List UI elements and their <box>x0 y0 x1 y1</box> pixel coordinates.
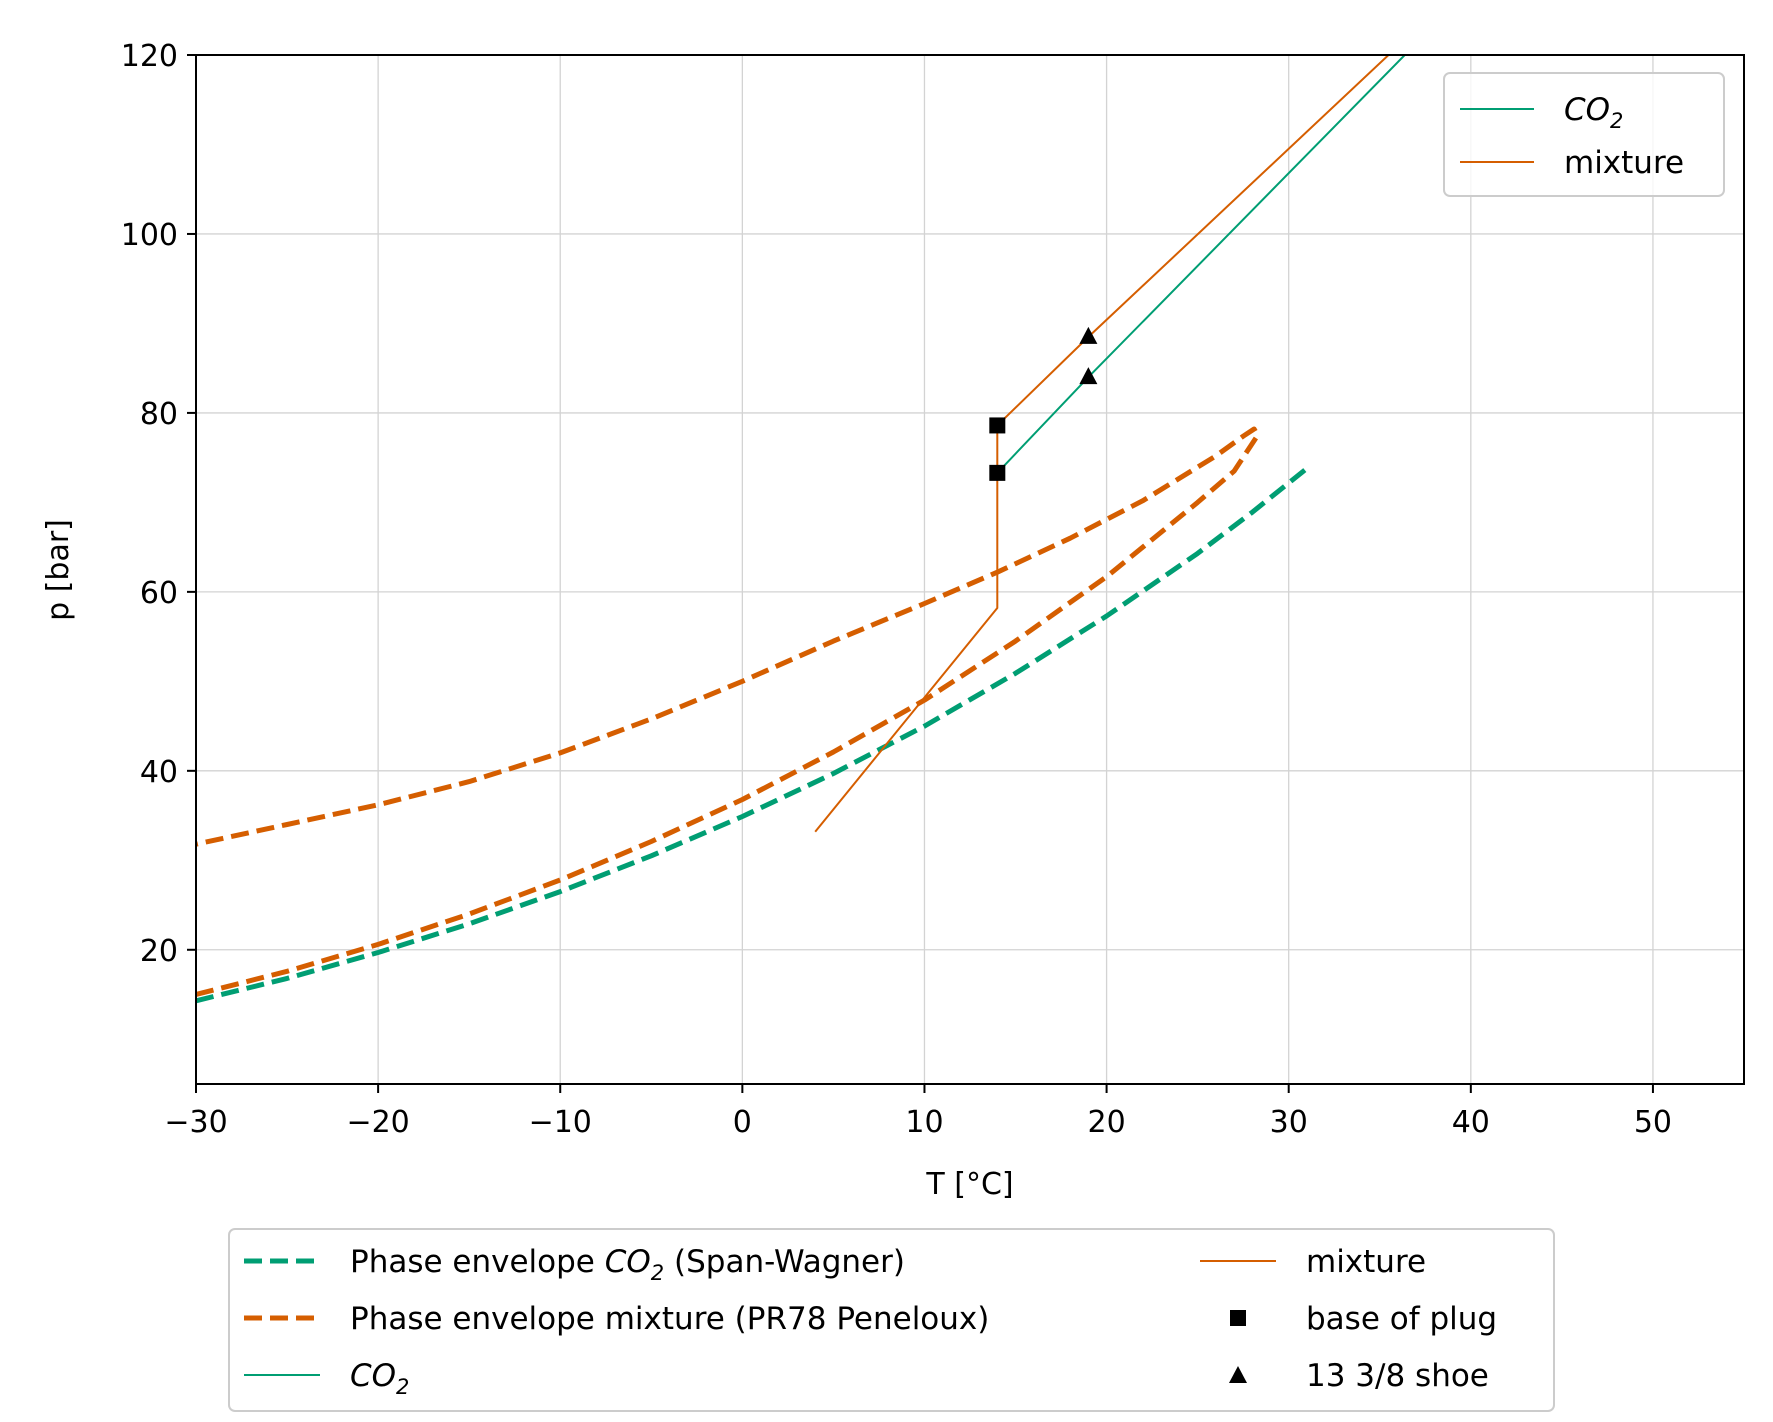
y-tick-label: 120 <box>121 39 178 74</box>
x-tick-label: 0 <box>733 1105 752 1140</box>
legend-shoe-marker <box>1229 1366 1247 1383</box>
y-tick-label: 40 <box>140 755 178 790</box>
marker-base-of-plug <box>989 464 1006 481</box>
x-tick-label: −30 <box>164 1105 227 1140</box>
legend-inner-co2-sub: 2 <box>1610 109 1623 133</box>
plot-frame <box>195 54 1745 1085</box>
legend-co2-envelope-main: Phase envelope <box>350 1244 605 1280</box>
legend-co2-envelope-sub: 2 <box>651 1261 664 1285</box>
y-tick-label: 60 <box>140 576 178 611</box>
grid <box>195 54 1744 1084</box>
marker-shoe <box>1079 326 1098 344</box>
legend-shoe-label: 13 3/8 shoe <box>1306 1358 1489 1394</box>
x-axis: −30 −20 −10 0 10 20 30 40 50 <box>164 1084 1672 1140</box>
y-tick-label: 80 <box>140 397 178 432</box>
legend-base-of-plug-marker <box>1230 1310 1246 1326</box>
x-tick-label: 10 <box>905 1105 943 1140</box>
legend-co2-path-label: CO2 <box>350 1358 409 1399</box>
marker-shoe <box>1079 367 1098 385</box>
legend-inner-co2-main: CO <box>1564 92 1610 128</box>
legend-inner: CO2 mixture <box>1443 72 1725 197</box>
legend-inner-box <box>1443 72 1725 197</box>
y-axis-label: p [bar] <box>41 519 76 621</box>
legend-inner-mixture-label: mixture <box>1564 145 1684 181</box>
legend-co2-envelope-italic: CO <box>605 1244 651 1280</box>
y-axis: 20 40 60 80 100 120 <box>121 39 196 969</box>
legend-mixture-path-label: mixture <box>1306 1244 1426 1280</box>
x-tick-label: −20 <box>346 1105 409 1140</box>
series-line-phase-envelope-mixture-pr78-peneloux <box>196 426 1261 997</box>
legend-co2-path-sub: 2 <box>396 1375 409 1399</box>
y-tick-label: 100 <box>121 218 178 253</box>
legend-inner-co2-label: CO2 <box>1564 92 1623 133</box>
x-tick-label: 40 <box>1452 1105 1490 1140</box>
series-line-mixture <box>814 55 1390 833</box>
x-tick-label: 50 <box>1634 1105 1672 1140</box>
x-axis-label: T [°C] <box>925 1167 1013 1202</box>
legend-outer: Phase envelope CO2 (Span-Wagner) Phase e… <box>228 1228 1555 1412</box>
y-tick-label: 20 <box>140 934 178 969</box>
legend-co2-envelope-label: Phase envelope CO2 (Span-Wagner) <box>350 1244 905 1285</box>
x-tick-label: 30 <box>1270 1105 1308 1140</box>
legend-base-of-plug-label: base of plug <box>1306 1301 1497 1337</box>
x-tick-label: −10 <box>529 1105 592 1140</box>
series-layer <box>196 55 1407 1004</box>
legend-co2-path-main: CO <box>350 1358 396 1394</box>
x-tick-label: 20 <box>1087 1105 1125 1140</box>
legend-co2-envelope-tail: (Span-Wagner) <box>664 1244 905 1280</box>
marker-base-of-plug <box>989 417 1006 434</box>
legend-mixture-envelope-label: Phase envelope mixture (PR78 Peneloux) <box>350 1301 989 1337</box>
series-line-phase-envelope-co2-span-wagner <box>196 466 1309 1004</box>
legend-outer-box <box>228 1228 1555 1412</box>
